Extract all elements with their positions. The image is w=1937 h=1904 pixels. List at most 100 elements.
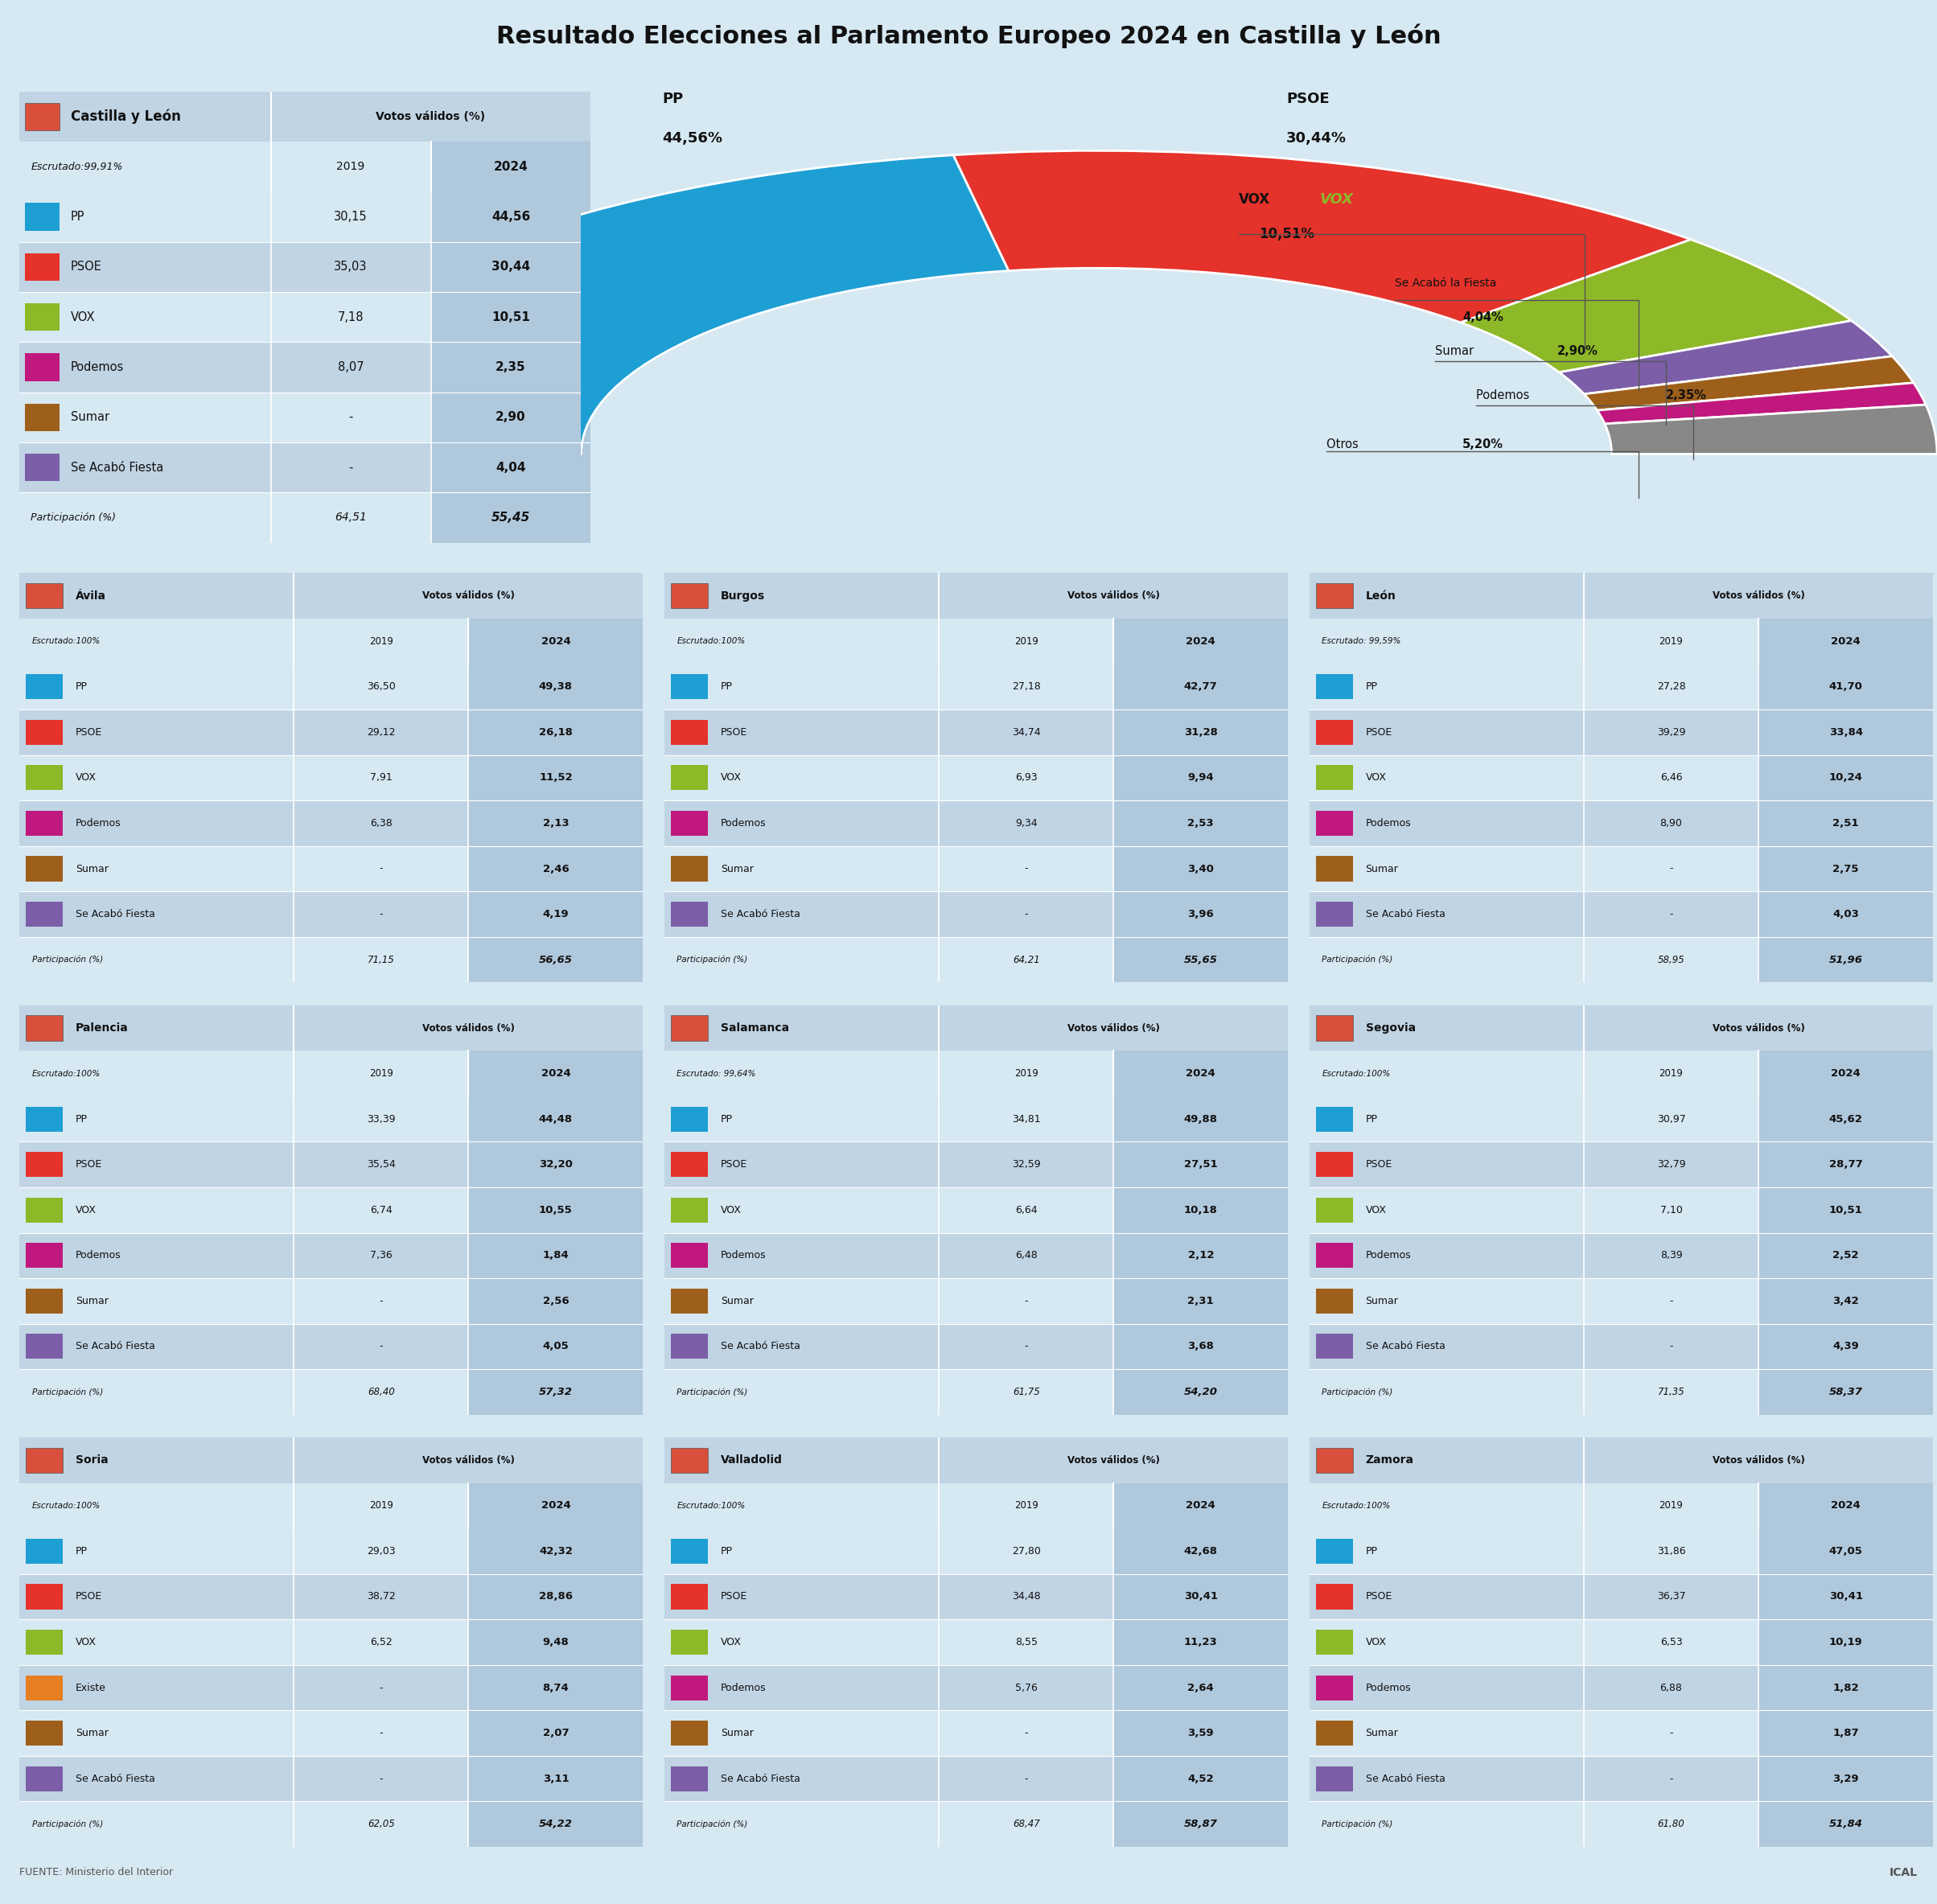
Text: 2024: 2024 (540, 1500, 571, 1512)
Bar (1759, 891, 1933, 937)
Text: 2,35%: 2,35% (1666, 388, 1706, 402)
Text: Se Acabó Fiesta: Se Acabó Fiesta (76, 908, 155, 920)
Text: Salamanca: Salamanca (721, 1022, 788, 1034)
Text: -: - (380, 1340, 384, 1352)
Bar (939, 1369, 1114, 1415)
Text: 41,70: 41,70 (1829, 682, 1863, 691)
Bar (1309, 1323, 1584, 1369)
Text: 44,56: 44,56 (492, 211, 531, 223)
Text: 10,55: 10,55 (538, 1205, 573, 1215)
Text: 34,74: 34,74 (1011, 727, 1040, 737)
Bar (664, 1369, 939, 1415)
Text: 11,23: 11,23 (1184, 1637, 1218, 1647)
Text: Escrutado:100%: Escrutado:100% (676, 1502, 746, 1510)
Text: 39,29: 39,29 (1656, 727, 1685, 737)
Text: Se Acabó Fiesta: Se Acabó Fiesta (1366, 1340, 1445, 1352)
Bar (1114, 756, 1288, 800)
Text: -: - (1025, 1773, 1029, 1784)
Bar (25, 404, 60, 430)
Text: Votos válidos (%): Votos válidos (%) (376, 110, 486, 122)
Bar (19, 242, 271, 291)
Text: 6,48: 6,48 (1015, 1251, 1038, 1260)
Bar (1759, 664, 1933, 710)
Bar (294, 845, 469, 891)
Text: VOX: VOX (1366, 1637, 1387, 1647)
Text: 44,48: 44,48 (538, 1114, 573, 1123)
Bar (664, 1323, 939, 1369)
Text: 2019: 2019 (1660, 1500, 1683, 1512)
Bar (19, 192, 271, 242)
Text: 30,97: 30,97 (1656, 1114, 1685, 1123)
Text: 3,68: 3,68 (1187, 1340, 1214, 1352)
Text: 2024: 2024 (494, 160, 529, 173)
Text: 54,20: 54,20 (1184, 1386, 1218, 1398)
Bar (25, 1015, 64, 1041)
Bar (430, 242, 591, 291)
Bar (19, 442, 271, 493)
Text: Participación (%): Participación (%) (676, 1820, 748, 1828)
Bar (469, 1188, 643, 1232)
Text: 56,65: 56,65 (538, 954, 573, 965)
Text: 5,20%: 5,20% (1462, 438, 1503, 449)
Bar (25, 354, 60, 381)
Bar (1584, 619, 1759, 664)
Bar (1309, 1097, 1584, 1142)
Bar (430, 141, 591, 192)
Bar (1759, 1755, 1933, 1801)
Text: 34,81: 34,81 (1011, 1114, 1040, 1123)
Text: 6,88: 6,88 (1660, 1683, 1683, 1693)
Text: 5,76: 5,76 (1015, 1683, 1038, 1693)
Text: 11,52: 11,52 (538, 773, 573, 783)
Text: 6,64: 6,64 (1015, 1205, 1036, 1215)
Text: León: León (1366, 590, 1397, 602)
Bar (1309, 800, 1584, 845)
Text: 38,72: 38,72 (366, 1592, 395, 1601)
Text: Se Acabó la Fiesta: Se Acabó la Fiesta (1395, 278, 1495, 288)
Text: Podemos: Podemos (1366, 1683, 1410, 1693)
Bar (1584, 1278, 1759, 1323)
Text: 2019: 2019 (1660, 636, 1683, 647)
Bar (1315, 1447, 1354, 1474)
Bar (1114, 1575, 1288, 1620)
Text: Se Acabó Fiesta: Se Acabó Fiesta (1366, 908, 1445, 920)
Bar (469, 1710, 643, 1755)
Bar (670, 1198, 709, 1222)
Text: Votos válidos (%): Votos válidos (%) (422, 1022, 515, 1034)
Text: Podemos: Podemos (1366, 1251, 1410, 1260)
Bar (19, 800, 294, 845)
Bar (469, 1755, 643, 1801)
Text: PP: PP (721, 1546, 732, 1556)
Text: Escrutado:100%: Escrutado:100% (31, 1502, 101, 1510)
Bar (1759, 1232, 1933, 1278)
Bar (1114, 1188, 1288, 1232)
Bar (1309, 1369, 1584, 1415)
Bar (25, 1538, 64, 1563)
Bar (664, 1710, 939, 1755)
Text: -: - (380, 1297, 384, 1306)
Text: Sumar: Sumar (76, 1297, 108, 1306)
Bar (1584, 1188, 1759, 1232)
Bar (1114, 1051, 1288, 1097)
Text: Podemos: Podemos (1476, 388, 1532, 402)
Text: 68,47: 68,47 (1013, 1818, 1040, 1830)
Text: VOX: VOX (72, 310, 95, 324)
Text: 62,05: 62,05 (368, 1818, 395, 1830)
Bar (1759, 1142, 1933, 1188)
Text: 58,87: 58,87 (1184, 1818, 1218, 1830)
Text: 2019: 2019 (370, 1500, 393, 1512)
Text: 4,39: 4,39 (1832, 1340, 1860, 1352)
Text: Votos válidos (%): Votos válidos (%) (422, 1455, 515, 1466)
Text: 9,48: 9,48 (542, 1637, 569, 1647)
Text: 35,54: 35,54 (366, 1160, 395, 1169)
Text: -: - (1025, 1729, 1029, 1738)
Text: 2024: 2024 (540, 1068, 571, 1080)
Text: PSOE: PSOE (1366, 727, 1393, 737)
Text: Sumar: Sumar (76, 864, 108, 874)
Wedge shape (256, 154, 1009, 453)
Bar (1315, 765, 1354, 790)
Text: VOX: VOX (1366, 1205, 1387, 1215)
Bar (664, 1664, 939, 1710)
Bar (271, 192, 430, 242)
Text: 29,12: 29,12 (366, 727, 395, 737)
Text: 2019: 2019 (1015, 1068, 1038, 1080)
